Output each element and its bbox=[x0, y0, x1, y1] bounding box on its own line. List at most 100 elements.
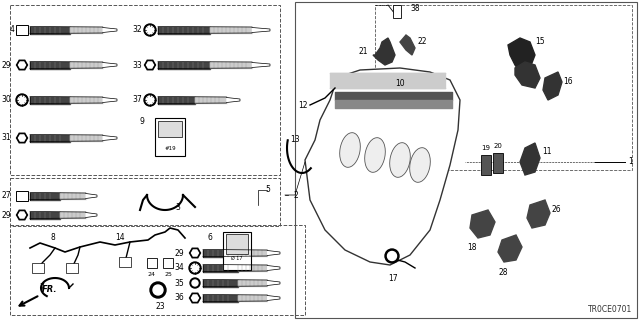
Text: 29: 29 bbox=[1, 211, 11, 220]
Text: Ø 17: Ø 17 bbox=[231, 255, 243, 260]
Circle shape bbox=[16, 94, 28, 106]
Circle shape bbox=[191, 264, 199, 272]
Bar bbox=[10, 5, 280, 175]
Text: 10: 10 bbox=[395, 79, 405, 88]
Circle shape bbox=[153, 285, 163, 295]
Polygon shape bbox=[470, 210, 495, 238]
Circle shape bbox=[150, 282, 166, 298]
Text: 17: 17 bbox=[388, 274, 398, 283]
Polygon shape bbox=[305, 68, 460, 265]
Text: 13: 13 bbox=[291, 135, 300, 145]
Polygon shape bbox=[520, 143, 540, 175]
Bar bbox=[393, 5, 401, 18]
Text: 36: 36 bbox=[174, 293, 184, 302]
Bar bbox=[223, 232, 251, 270]
Text: 9: 9 bbox=[139, 117, 144, 126]
Bar bbox=[10, 225, 305, 315]
Text: 16: 16 bbox=[563, 77, 573, 86]
Circle shape bbox=[18, 96, 26, 104]
Text: TR0CE0701: TR0CE0701 bbox=[588, 305, 632, 314]
Text: 25: 25 bbox=[164, 272, 172, 277]
Text: 21: 21 bbox=[358, 47, 368, 57]
Text: 27: 27 bbox=[1, 191, 11, 201]
Text: 35: 35 bbox=[174, 278, 184, 287]
Text: 29: 29 bbox=[174, 249, 184, 258]
Text: 32: 32 bbox=[132, 26, 142, 35]
Text: 6: 6 bbox=[207, 233, 212, 242]
Text: 1: 1 bbox=[628, 157, 633, 166]
Polygon shape bbox=[19, 212, 26, 218]
Text: 34: 34 bbox=[174, 263, 184, 273]
Text: 18: 18 bbox=[467, 243, 477, 252]
Bar bbox=[295, 2, 637, 318]
Polygon shape bbox=[17, 133, 28, 143]
Text: 14: 14 bbox=[115, 233, 125, 242]
Text: 38: 38 bbox=[410, 4, 420, 13]
Bar bbox=[158, 121, 182, 137]
Text: 3: 3 bbox=[175, 204, 180, 212]
Text: #19: #19 bbox=[164, 146, 176, 150]
Text: 24: 24 bbox=[148, 272, 156, 277]
Polygon shape bbox=[400, 35, 415, 55]
Polygon shape bbox=[498, 235, 522, 262]
Ellipse shape bbox=[365, 138, 385, 172]
Text: 7: 7 bbox=[39, 283, 44, 292]
Circle shape bbox=[144, 24, 156, 36]
Text: 31: 31 bbox=[1, 133, 11, 142]
Circle shape bbox=[146, 96, 154, 104]
Text: 37: 37 bbox=[132, 95, 142, 105]
Polygon shape bbox=[508, 38, 535, 72]
Text: 33: 33 bbox=[132, 60, 142, 69]
Polygon shape bbox=[17, 60, 28, 70]
Text: 5: 5 bbox=[265, 186, 270, 195]
Bar bbox=[147, 258, 157, 268]
Circle shape bbox=[387, 252, 397, 260]
Bar bbox=[155, 118, 185, 156]
Bar bbox=[375, 5, 632, 170]
Bar bbox=[163, 258, 173, 268]
Text: 2: 2 bbox=[293, 190, 298, 199]
Polygon shape bbox=[527, 200, 550, 228]
Circle shape bbox=[144, 94, 156, 106]
Text: 4: 4 bbox=[9, 26, 14, 35]
Polygon shape bbox=[19, 135, 26, 141]
Text: 28: 28 bbox=[499, 268, 508, 277]
Ellipse shape bbox=[390, 143, 410, 177]
Polygon shape bbox=[17, 210, 28, 220]
Bar bbox=[16, 25, 28, 35]
Circle shape bbox=[189, 262, 201, 274]
Text: 26: 26 bbox=[552, 205, 562, 214]
Polygon shape bbox=[189, 293, 200, 303]
Ellipse shape bbox=[410, 148, 430, 182]
Polygon shape bbox=[147, 62, 154, 68]
Bar bbox=[16, 191, 28, 201]
Text: 12: 12 bbox=[298, 101, 308, 110]
Text: 15: 15 bbox=[535, 37, 545, 46]
Polygon shape bbox=[191, 250, 198, 256]
Bar bbox=[481, 155, 491, 175]
Ellipse shape bbox=[340, 133, 360, 167]
Bar bbox=[10, 178, 280, 226]
Polygon shape bbox=[145, 60, 156, 70]
Text: 23: 23 bbox=[155, 302, 165, 311]
Polygon shape bbox=[189, 248, 200, 258]
Text: 22: 22 bbox=[418, 37, 428, 46]
Bar bbox=[66, 263, 78, 273]
Text: 30: 30 bbox=[1, 95, 11, 105]
Text: 11: 11 bbox=[542, 148, 552, 156]
Bar bbox=[226, 234, 248, 254]
Bar bbox=[493, 153, 503, 173]
Text: 20: 20 bbox=[493, 143, 502, 149]
Circle shape bbox=[192, 280, 198, 286]
Circle shape bbox=[146, 26, 154, 34]
Polygon shape bbox=[191, 295, 198, 301]
Polygon shape bbox=[543, 72, 562, 100]
Polygon shape bbox=[373, 38, 395, 65]
Text: 29: 29 bbox=[1, 60, 11, 69]
Text: FR.: FR. bbox=[42, 285, 58, 294]
Polygon shape bbox=[19, 62, 26, 68]
Text: 19: 19 bbox=[481, 145, 490, 151]
Polygon shape bbox=[515, 62, 540, 88]
Text: 8: 8 bbox=[51, 234, 55, 243]
Bar bbox=[32, 263, 44, 273]
